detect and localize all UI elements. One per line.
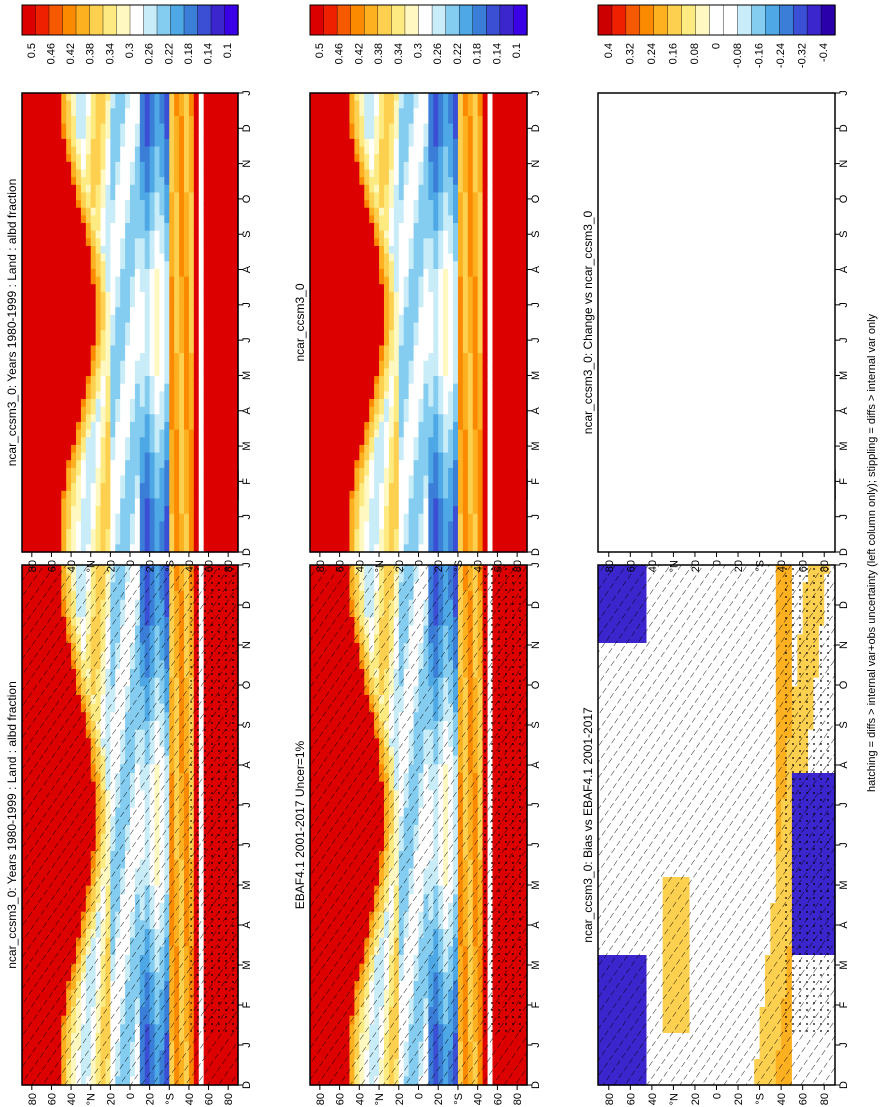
month-tick-label: O <box>241 680 253 689</box>
lat-tick-label: 20 <box>105 1093 117 1105</box>
month-tick-label: F <box>241 1001 253 1008</box>
month-tick-label: A <box>241 921 253 929</box>
panel-2: 80 60 40 °N 20 0 20 °S 40 60 80DJFMAMJJASONDJEBAF4… <box>293 469 542 1105</box>
month-tick-label: M <box>241 880 253 889</box>
month-tick-label: D <box>241 1081 253 1089</box>
lat-tick-label: 60 <box>204 1093 216 1105</box>
month-tick-label: J <box>241 802 253 808</box>
panel-1: 80 60 40 °N 20 0 20 °S 40 60 80 D J F M A M J J A S O N D Jncar_… <box>5 469 253 1105</box>
month-tick-label: J <box>241 562 253 568</box>
lat-tick-label: °S <box>164 1093 176 1105</box>
month-tick-label: D <box>241 601 253 609</box>
stippling-overlay <box>190 565 238 1033</box>
lat-tick-label: 60 <box>46 1093 58 1105</box>
month-tick-label: N <box>241 641 253 649</box>
month-tick-label: A <box>241 761 253 769</box>
month-tick-label: M <box>241 960 253 969</box>
month-tick-label: J <box>241 1042 253 1048</box>
heatmap-field <box>310 565 528 1086</box>
heatmap-field <box>22 565 239 1086</box>
lat-tick-label: 80 <box>223 1093 235 1105</box>
panel-title: ncar_ccsm3_0: Years 1980-1999 : Land : a… <box>5 681 19 969</box>
lat-tick-label: °N <box>86 1093 98 1105</box>
lat-tick-label: 40 <box>66 1093 78 1105</box>
lat-tick-label: 0 <box>125 1093 137 1099</box>
month-tick-label: J <box>241 842 253 848</box>
month-tick-label: S <box>241 721 253 728</box>
lat-tick-label: 40 <box>184 1093 196 1105</box>
lat-tick-label: 80 <box>27 1093 39 1105</box>
lat-tick-label: 20 <box>145 1093 157 1105</box>
